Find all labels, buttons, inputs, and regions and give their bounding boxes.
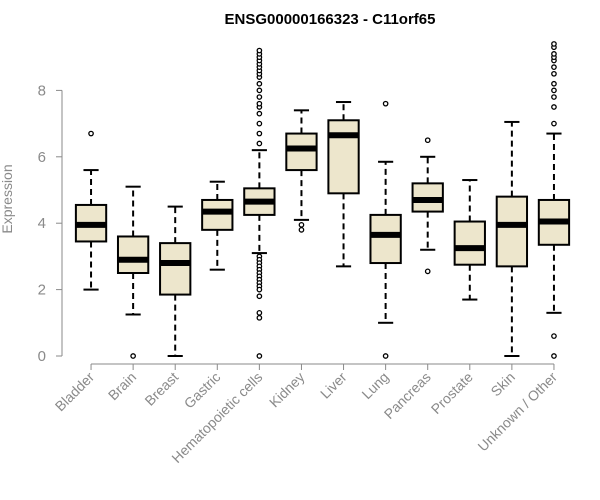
box-iqr	[453, 220, 486, 266]
outlier-point	[256, 94, 263, 100]
box-iqr	[159, 242, 192, 296]
outlier-point	[256, 314, 263, 321]
outlier-point	[256, 47, 263, 54]
x-tick-label: Breast	[141, 369, 181, 409]
box-group	[369, 100, 402, 359]
outlier-point	[256, 309, 263, 316]
x-tick-label: Skin	[487, 369, 518, 400]
outlier-point	[256, 293, 263, 300]
box-group	[537, 41, 571, 359]
box-iqr	[369, 213, 402, 265]
box-iqr	[495, 195, 529, 268]
box-iqr	[116, 235, 150, 274]
outlier-point	[382, 353, 389, 359]
outlier-point	[424, 268, 431, 275]
outlier-point	[130, 353, 136, 359]
box-iqr	[201, 198, 234, 231]
box-group	[159, 205, 192, 357]
box-group	[243, 47, 276, 359]
outlier-point	[256, 286, 263, 293]
outlier-point	[298, 222, 305, 228]
box-group	[285, 109, 318, 233]
outlier-point	[551, 87, 557, 94]
box-iqr	[285, 132, 318, 172]
outlier-point	[256, 80, 263, 87]
box-group	[327, 101, 360, 268]
outlier-point	[551, 80, 557, 87]
x-tick-label: Liver	[317, 369, 350, 402]
outlier-point	[424, 137, 431, 144]
outlier-point	[551, 104, 557, 110]
box-group	[453, 179, 486, 301]
outlier-point	[256, 120, 263, 127]
x-tick-label: Prostate	[428, 369, 476, 417]
outlier-point	[551, 94, 557, 100]
outlier-point	[88, 130, 94, 137]
x-tick-label: Bladder	[52, 369, 98, 415]
x-tick-label: Unknown / Other	[474, 369, 560, 455]
box-group	[201, 180, 234, 271]
x-tick-label: Lung	[358, 369, 391, 402]
outlier-point	[256, 130, 263, 137]
outlier-point	[382, 100, 389, 107]
box-group	[116, 185, 150, 359]
box-group	[411, 137, 444, 275]
outlier-point	[551, 70, 557, 77]
x-tick-label: Brain	[105, 369, 139, 403]
box-series	[74, 41, 571, 359]
outlier-point	[551, 41, 557, 47]
outlier-point	[551, 51, 557, 57]
outlier-point	[256, 87, 263, 94]
y-tick-label: 2	[38, 282, 46, 299]
outlier-point	[551, 353, 557, 359]
y-tick-label: 6	[38, 149, 46, 166]
y-axis: 0 2 4 6 8	[38, 82, 63, 365]
x-tick-label: Pancreas	[381, 369, 434, 422]
outlier-point	[256, 353, 263, 359]
y-tick-label: 0	[38, 348, 46, 365]
outlier-point	[551, 64, 557, 71]
outlier-point	[256, 110, 263, 117]
outlier-point	[298, 226, 305, 233]
y-axis-label: Expression	[0, 164, 15, 233]
box-group	[495, 120, 529, 357]
box-iqr	[327, 119, 360, 195]
x-tick-label: Kidney	[266, 369, 308, 411]
outlier-point	[551, 120, 557, 127]
outlier-point	[551, 333, 557, 339]
outlier-point	[256, 100, 263, 107]
chart-title: ENSG00000166323 - C11orf65	[225, 11, 436, 28]
y-tick-label: 4	[38, 215, 46, 232]
y-tick-label: 8	[38, 82, 46, 99]
box-group	[74, 130, 108, 291]
outlier-point	[256, 140, 263, 147]
